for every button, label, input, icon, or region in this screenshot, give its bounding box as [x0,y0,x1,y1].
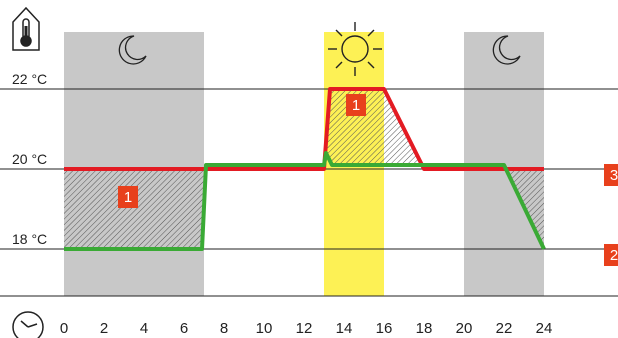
x-tick-label: 24 [536,320,553,337]
badge-label: 1 [124,189,132,206]
moon-icon [492,35,521,65]
badges: 1 1 3 2 [118,94,618,266]
badge-box [604,164,618,186]
x-tick-label: 0 [60,320,68,337]
badge-box [604,244,618,266]
x-tick-label: 4 [140,320,148,337]
series-lines [64,87,546,251]
badge-label: 3 [610,167,618,184]
thermometer-icon [12,6,40,51]
x-tick-label: 20 [456,320,473,337]
series-line-1 [64,87,544,171]
sun-icon [328,22,382,76]
badge-label: 1 [352,97,360,114]
hatch-area [324,89,428,169]
x-tick-label: 6 [180,320,188,337]
x-tick-label: 8 [220,320,228,337]
y-axis: 18 °C 20 °C 22 °C [12,71,47,247]
x-tick-label: 14 [336,320,353,337]
night-band [64,32,204,296]
moon-icon [118,35,147,65]
y-tick-label: 18 °C [12,231,47,247]
badge-box [346,94,366,116]
x-tick-label: 18 [416,320,433,337]
y-tick-label: 22 °C [12,71,47,87]
clock-icon [12,311,44,338]
y-tick-label: 20 °C [12,151,47,167]
x-tick-label: 16 [376,320,393,337]
x-tick-label: 2 [100,320,108,337]
x-tick-label: 12 [296,320,313,337]
badge-box [118,186,138,208]
series-line-2 [64,151,546,251]
x-tick-label: 22 [496,320,513,337]
badge-label: 2 [610,247,618,264]
x-axis: 0 2 4 6 8 10 12 14 16 18 20 22 24 [60,320,553,337]
x-tick-label: 10 [256,320,273,337]
